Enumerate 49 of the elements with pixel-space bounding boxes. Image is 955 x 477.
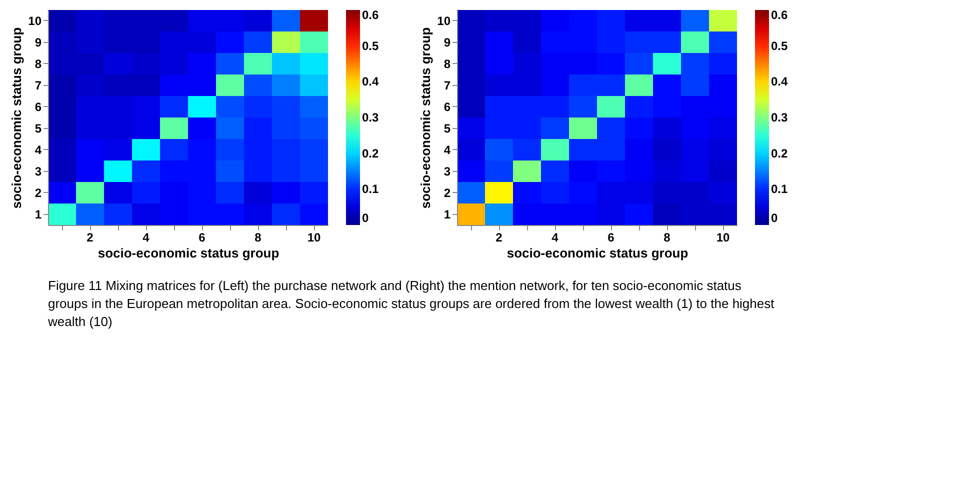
x-tick-label: 4 [552,230,559,244]
color-bar-label: 0.1 [362,182,380,196]
y-axis-title: socio-economic status group [9,27,24,209]
y-tick-label: 8 [34,56,42,71]
color-bar-label: 0.2 [362,146,380,160]
y-tick-label: 10 [437,14,451,28]
x-tick-label: 2 [86,230,94,244]
color-bar-label: 0.5 [771,38,788,53]
y-tick-label: 1 [444,207,451,222]
y-tick-label: 4 [34,142,42,157]
caption: Figure 11 Mixing matrices for (Left) the purchase network and (Right) the mention network, for ten socio-economic status groups in the European metropolitan area. Socio-economic status groups are ordered from the lowest wealth (1) to the highest wealth (10) [47,278,775,329]
x-tick-label: 8 [254,230,262,244]
y-tick-label: 1 [34,207,42,222]
y-tick-label: 10 [28,14,42,28]
y-tick-label: 7 [34,78,42,92]
y-tick-label: 2 [444,186,451,200]
x-tick-label: 6 [608,230,615,244]
y-tick-label: 5 [444,121,451,136]
x-axis-title: socio-economic status group [506,246,688,260]
y-tick-label: 9 [34,35,42,50]
color-bar-label: 0 [771,211,778,225]
y-tick-label: 6 [444,100,451,114]
x-tick-label: 4 [142,230,150,244]
color-bar-label: 0.4 [771,74,788,89]
y-tick-label: 8 [444,56,451,71]
y-axis-title: socio-economic status group [418,27,434,209]
y-tick-label: 6 [34,100,42,114]
x-tick-label: 10 [307,230,321,244]
color-bar-label: 0 [362,211,369,225]
y-tick-label: 7 [444,78,451,92]
color-bar-label: 0.4 [362,74,380,89]
y-tick-label: 2 [34,186,42,200]
color-bar-label: 0.2 [771,146,788,160]
color-bar-label: 0.5 [362,38,380,53]
x-tick-label: 6 [198,230,206,244]
x-tick-label: 2 [496,230,503,244]
color-bar-label: 0.6 [771,8,788,22]
y-tick-label: 3 [34,164,42,178]
color-bar-label: 0.3 [362,110,380,124]
color-bar-label: 0.3 [771,110,788,124]
y-tick-label: 3 [444,164,451,178]
y-tick-label: 9 [444,35,451,50]
y-tick-label: 4 [444,142,451,157]
color-bar-label: 0.1 [771,182,788,196]
color-bar-label: 0.6 [362,8,380,22]
x-axis-title: socio-economic status group [98,246,280,260]
x-tick-label: 10 [716,230,730,244]
y-tick-label: 5 [34,121,42,136]
x-tick-label: 8 [664,230,671,244]
